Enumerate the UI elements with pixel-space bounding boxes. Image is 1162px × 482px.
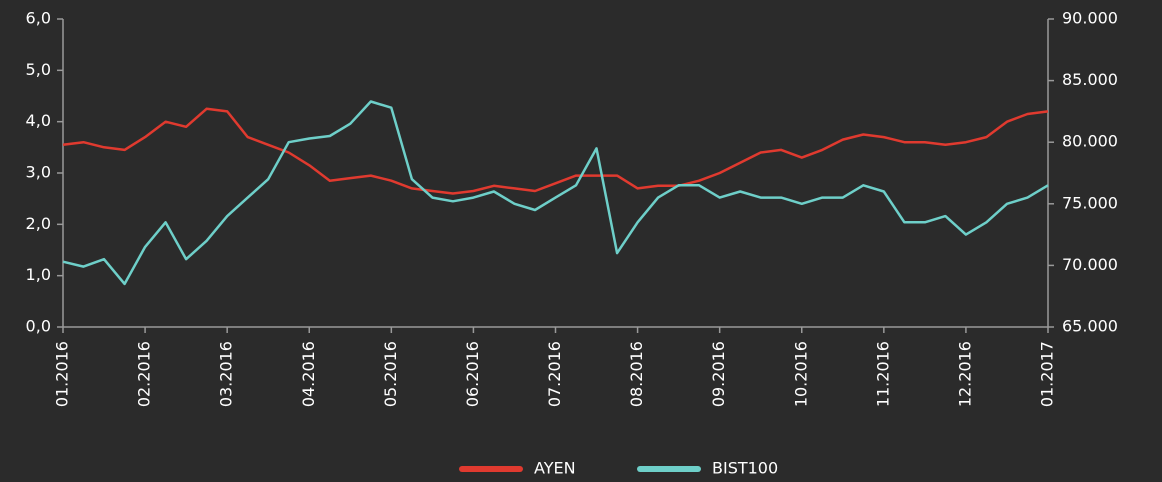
x-tick-label: 01.2017 xyxy=(1038,341,1057,407)
y2-tick-label: 85.000 xyxy=(1062,70,1118,89)
y2-tick-label: 90.000 xyxy=(1062,9,1118,28)
y2-tick-label: 70.000 xyxy=(1062,255,1118,274)
x-tick-label: 12.2016 xyxy=(955,341,974,407)
y-tick-label: 0,0 xyxy=(26,317,51,336)
legend-label: AYEN xyxy=(534,459,576,478)
x-tick-label: 08.2016 xyxy=(627,341,646,407)
x-tick-label: 07.2016 xyxy=(545,341,564,407)
y-tick-label: 6,0 xyxy=(26,9,51,28)
y2-tick-label: 75.000 xyxy=(1062,193,1118,212)
x-tick-label: 10.2016 xyxy=(791,341,810,407)
y-tick-label: 3,0 xyxy=(26,163,51,182)
series-line xyxy=(62,107,1049,195)
x-tick-label: 09.2016 xyxy=(709,341,728,407)
x-tick-label: 02.2016 xyxy=(135,341,154,407)
y-tick-label: 4,0 xyxy=(26,111,51,130)
x-tick-label: 04.2016 xyxy=(299,341,318,407)
y-tick-label: 1,0 xyxy=(26,265,51,284)
x-tick-label: 06.2016 xyxy=(463,341,482,407)
series-line xyxy=(62,100,1049,286)
x-tick-label: 03.2016 xyxy=(217,341,236,407)
x-tick-label: 01.2016 xyxy=(53,341,72,407)
x-tick-label: 05.2016 xyxy=(381,341,400,407)
y2-tick-label: 65.000 xyxy=(1062,317,1118,336)
y2-tick-label: 80.000 xyxy=(1062,132,1118,151)
y-tick-label: 2,0 xyxy=(26,214,51,233)
x-tick-label: 11.2016 xyxy=(873,341,892,407)
y-tick-label: 5,0 xyxy=(26,60,51,79)
legend-label: BIST100 xyxy=(712,459,778,478)
